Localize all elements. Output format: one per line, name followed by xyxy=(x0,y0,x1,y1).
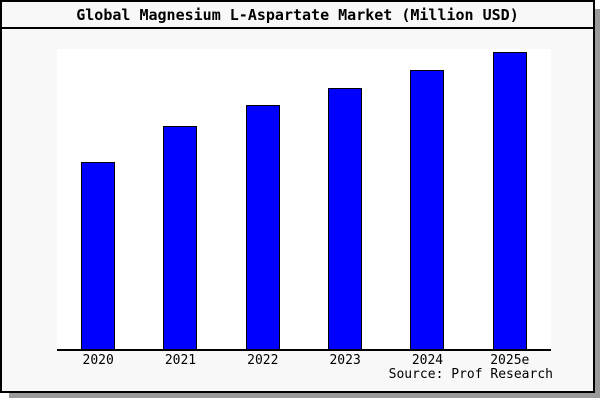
bar-slot xyxy=(139,49,221,349)
x-axis-labels: 2020 2021 2022 2023 2024 2025e xyxy=(57,354,551,368)
x-tick-label: 2020 xyxy=(82,353,114,368)
bar-slot xyxy=(386,49,468,349)
plot-area xyxy=(57,49,551,351)
bar-slot xyxy=(222,49,304,349)
x-tick-label: 2024 xyxy=(411,353,444,368)
bar-slot xyxy=(469,49,551,349)
x-tick-label: 2021 xyxy=(164,353,197,368)
figure-frame: Global Magnesium L-Aspartate Market (Mil… xyxy=(0,0,595,393)
chart-title: Global Magnesium L-Aspartate Market (Mil… xyxy=(76,5,519,24)
x-tick-label: 2022 xyxy=(247,353,279,368)
bar-2025e xyxy=(492,51,527,349)
source-credit: Source: Prof Research xyxy=(388,367,553,382)
bar-2024 xyxy=(410,69,445,349)
x-tick-label: 2023 xyxy=(329,353,361,368)
chart-title-bar: Global Magnesium L-Aspartate Market (Mil… xyxy=(2,2,593,29)
bar-2020 xyxy=(81,161,116,349)
x-tick-label: 2025e xyxy=(490,353,530,368)
bar-slot xyxy=(57,49,139,349)
bar-2022 xyxy=(245,105,280,349)
bar-slot xyxy=(304,49,386,349)
bar-2023 xyxy=(328,87,363,349)
bar-2021 xyxy=(163,126,198,349)
